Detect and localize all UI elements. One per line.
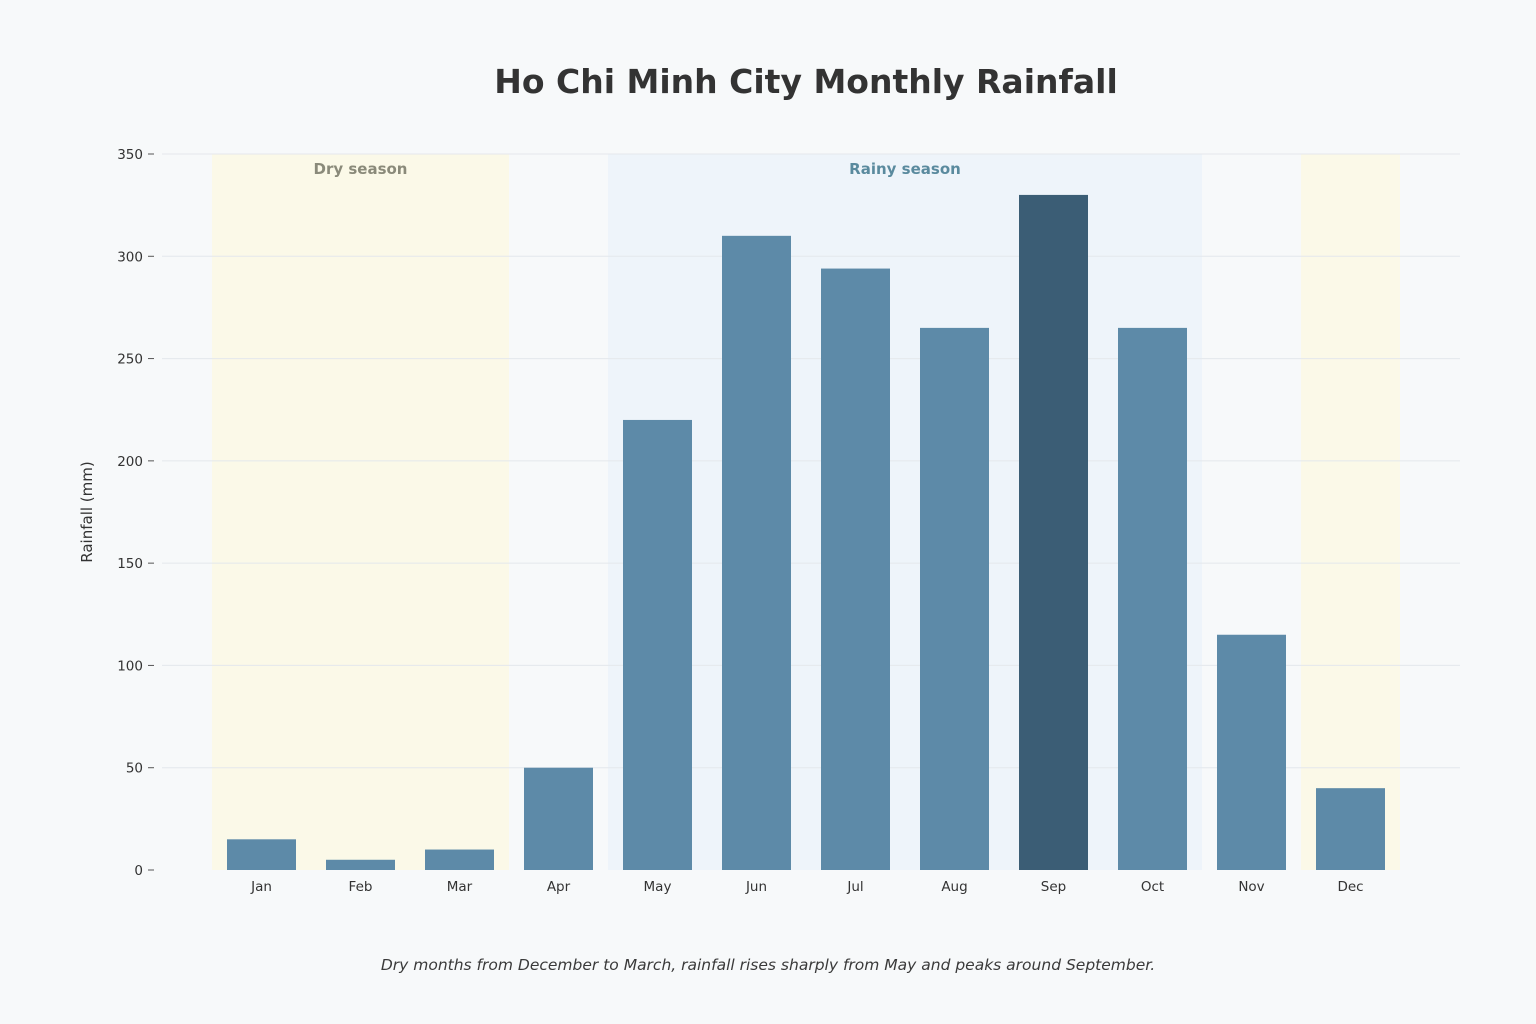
- bar-jan: [227, 839, 296, 870]
- y-tick-label: 250: [117, 352, 143, 368]
- x-tick-label-apr: Apr: [547, 879, 571, 895]
- y-tick-label: 150: [117, 556, 143, 572]
- season-band: [608, 154, 1202, 870]
- bar-dec: [1316, 788, 1385, 870]
- y-tick-label: 300: [117, 249, 143, 265]
- x-tick-label-dec: Dec: [1337, 879, 1363, 895]
- x-tick-label-nov: Nov: [1238, 879, 1264, 895]
- chart-title: Ho Chi Minh City Monthly Rainfall: [494, 62, 1118, 101]
- bar-mar: [425, 849, 494, 870]
- y-tick-label: 350: [117, 147, 143, 163]
- bar-oct: [1118, 327, 1187, 870]
- bar-may: [623, 419, 692, 870]
- x-tick-label-mar: Mar: [447, 879, 473, 895]
- bar-feb: [326, 859, 395, 870]
- season-band: [212, 154, 509, 870]
- y-tick-label: 50: [126, 761, 143, 777]
- y-axis-title: Rainfall (mm): [78, 461, 96, 562]
- season-label: Dry season: [314, 160, 408, 178]
- y-tick-label: 0: [134, 863, 143, 879]
- x-tick-label-jan: Jan: [250, 879, 272, 895]
- x-tick-label-oct: Oct: [1141, 879, 1164, 895]
- bar-nov: [1217, 634, 1286, 870]
- y-tick-label: 200: [117, 454, 143, 470]
- x-tick-label-sep: Sep: [1041, 879, 1066, 895]
- x-tick-label-aug: Aug: [941, 879, 967, 895]
- chart-caption: Dry months from December to March, rainf…: [380, 956, 1156, 974]
- y-tick-label: 100: [117, 658, 143, 674]
- bar-apr: [524, 767, 593, 870]
- bar-jun: [722, 235, 791, 871]
- x-tick-label-feb: Feb: [349, 879, 373, 895]
- season-band: [1301, 154, 1400, 870]
- x-tick-label-jul: Jul: [846, 879, 863, 895]
- bar-aug: [920, 327, 989, 870]
- x-tick-label-jun: Jun: [745, 879, 767, 895]
- bar-sep: [1019, 194, 1088, 870]
- bar-jul: [821, 268, 890, 870]
- season-label: Rainy season: [849, 160, 961, 178]
- x-tick-label-may: May: [644, 879, 672, 895]
